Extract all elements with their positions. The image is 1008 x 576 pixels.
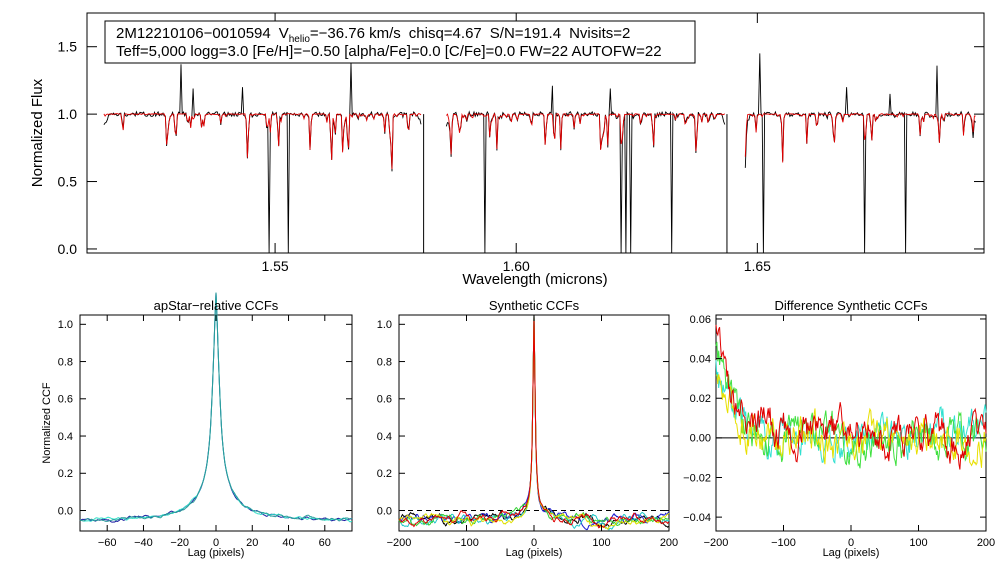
synthetic-ccf-x-label: Lag (pixels): [506, 547, 563, 559]
apstar-ccf-title: apStar−relative CCFs: [154, 298, 279, 313]
info-line-1: 2M12210106−0010594 Vhelio=−36.76 km/s chis…: [116, 25, 630, 45]
ccf-series-visit-6: [398, 314, 669, 529]
y-tick-label: 0.4: [377, 431, 392, 443]
diff-ccf-series-visit-4: [715, 324, 987, 470]
v-helio-value: =−36.76 km/s: [310, 25, 401, 42]
y-tick-label: 0.0: [58, 505, 73, 517]
nvisits-value: Nvisits=2: [569, 25, 630, 42]
diff-ccf-series-visit-3: [715, 374, 987, 468]
y-tick-label: 0.6: [377, 394, 392, 406]
ccf-series-visit-1: [79, 292, 353, 523]
x-tick-label: 0: [213, 537, 219, 549]
chisq-value: chisq=4.67: [409, 25, 482, 42]
x-tick-label: 200: [660, 537, 678, 549]
x-tick-label: 60: [319, 537, 331, 549]
y-tick-label: 0.6: [58, 394, 73, 406]
difference-ccf-panel: −200 −100 0 100 200 −0.04 −0.02 0.00 0.02 0.04 0.0…: [683, 298, 995, 559]
y-tick-label: 0.0: [58, 241, 78, 257]
info-line-2: Teff=5,000 logg=3.0 [Fe/H]=−0.50 [alpha/…: [116, 43, 662, 60]
star-id: 2M12210106−0010594: [116, 25, 271, 42]
y-tick-label: 1.0: [58, 106, 78, 122]
x-tick-label: 100: [592, 537, 610, 549]
x-tick-label: 0: [531, 537, 537, 549]
info-box: 2M12210106−0010594 Vhelio=−36.76 km/s chis…: [104, 20, 696, 64]
apstar-ccf-panel: −60 −40 −20 0 20 40 60 0.0 0.2 0.4 0.6 0.8 1.0 apSta…: [41, 292, 353, 559]
spectrum-x-label: Wavelength (microns): [462, 271, 607, 288]
v-helio-prefix: V: [279, 25, 289, 42]
y-tick-label: 0.00: [690, 433, 711, 445]
y-tick-label: 0.5: [58, 173, 78, 189]
y-tick-label: 0.8: [58, 356, 73, 368]
y-tick-label: 0.4: [58, 431, 73, 443]
synthetic-ccf-title: Synthetic CCFs: [489, 298, 580, 313]
x-tick-label: −100: [771, 537, 796, 549]
y-tick-label: 1.5: [58, 39, 78, 55]
y-tick-label: 0.2: [377, 468, 392, 480]
x-tick-label: −60: [98, 537, 117, 549]
synthetic-spectrum-line: [445, 112, 726, 155]
x-tick-label: 40: [282, 537, 294, 549]
x-tick-label: −200: [704, 537, 729, 549]
x-tick-label: 1.55: [261, 258, 288, 274]
y-tick-label: 0.06: [690, 314, 711, 326]
x-tick-label: 1.65: [744, 258, 771, 274]
synthetic-spectrum-line: [103, 113, 422, 170]
observed-spectrum-line: [744, 53, 976, 254]
y-tick-label: 0.8: [377, 356, 392, 368]
diff-ccf-series-visit-1: [715, 360, 987, 465]
x-tick-label: −100: [454, 537, 479, 549]
y-tick-label: −0.02: [683, 472, 711, 484]
x-tick-label: −200: [387, 537, 412, 549]
spectrum-panel: 1.55 1.60 1.65 0.0 0.5 1.0 1.5 2M12210106−0010…: [29, 12, 985, 288]
info-box-frame: [104, 20, 696, 64]
x-tick-label: −40: [134, 537, 153, 549]
synthetic-ccf-panel: −200 −100 0 100 200 0.0 0.2 0.4 0.6 0.8 1.0 Synthe…: [377, 298, 678, 559]
y-tick-label: 0.0: [377, 505, 392, 517]
y-tick-label: −0.04: [683, 512, 711, 524]
x-tick-label: 100: [909, 537, 927, 549]
y-tick-label: 0.02: [690, 393, 711, 405]
plot-frame: [86, 12, 985, 254]
x-tick-label: 1.60: [503, 258, 530, 274]
x-tick-label: 20: [246, 537, 258, 549]
difference-ccf-title: Difference Synthetic CCFs: [775, 298, 928, 313]
y-tick-label: 0.04: [690, 353, 711, 365]
apstar-ccf-x-label: Lag (pixels): [188, 547, 245, 559]
y-tick-label: 0.2: [58, 468, 73, 480]
diff-ccf-series-visit-2: [715, 341, 987, 469]
v-helio-subscript: helio: [289, 34, 311, 45]
x-tick-label: 0: [848, 537, 854, 549]
snr-value: S/N=191.4: [490, 25, 561, 42]
y-tick-label: 1.0: [377, 319, 392, 331]
plot-frame: [715, 314, 987, 532]
observed-spectrum-line: [445, 85, 726, 254]
spectrum-y-label: Normalized Flux: [29, 78, 46, 187]
x-tick-label: 200: [977, 537, 995, 549]
ccf-series-visit-3: [79, 292, 353, 522]
y-tick-label: 1.0: [58, 319, 73, 331]
ccf-series-visit-2: [79, 292, 353, 523]
apstar-ccf-y-label: Normalized CCF: [41, 382, 53, 464]
synthetic-spectrum-line: [744, 112, 976, 163]
difference-ccf-x-label: Lag (pixels): [823, 547, 880, 559]
observed-spectrum-line: [103, 62, 422, 254]
plot-frame: [79, 314, 353, 532]
x-tick-label: −20: [170, 537, 189, 549]
